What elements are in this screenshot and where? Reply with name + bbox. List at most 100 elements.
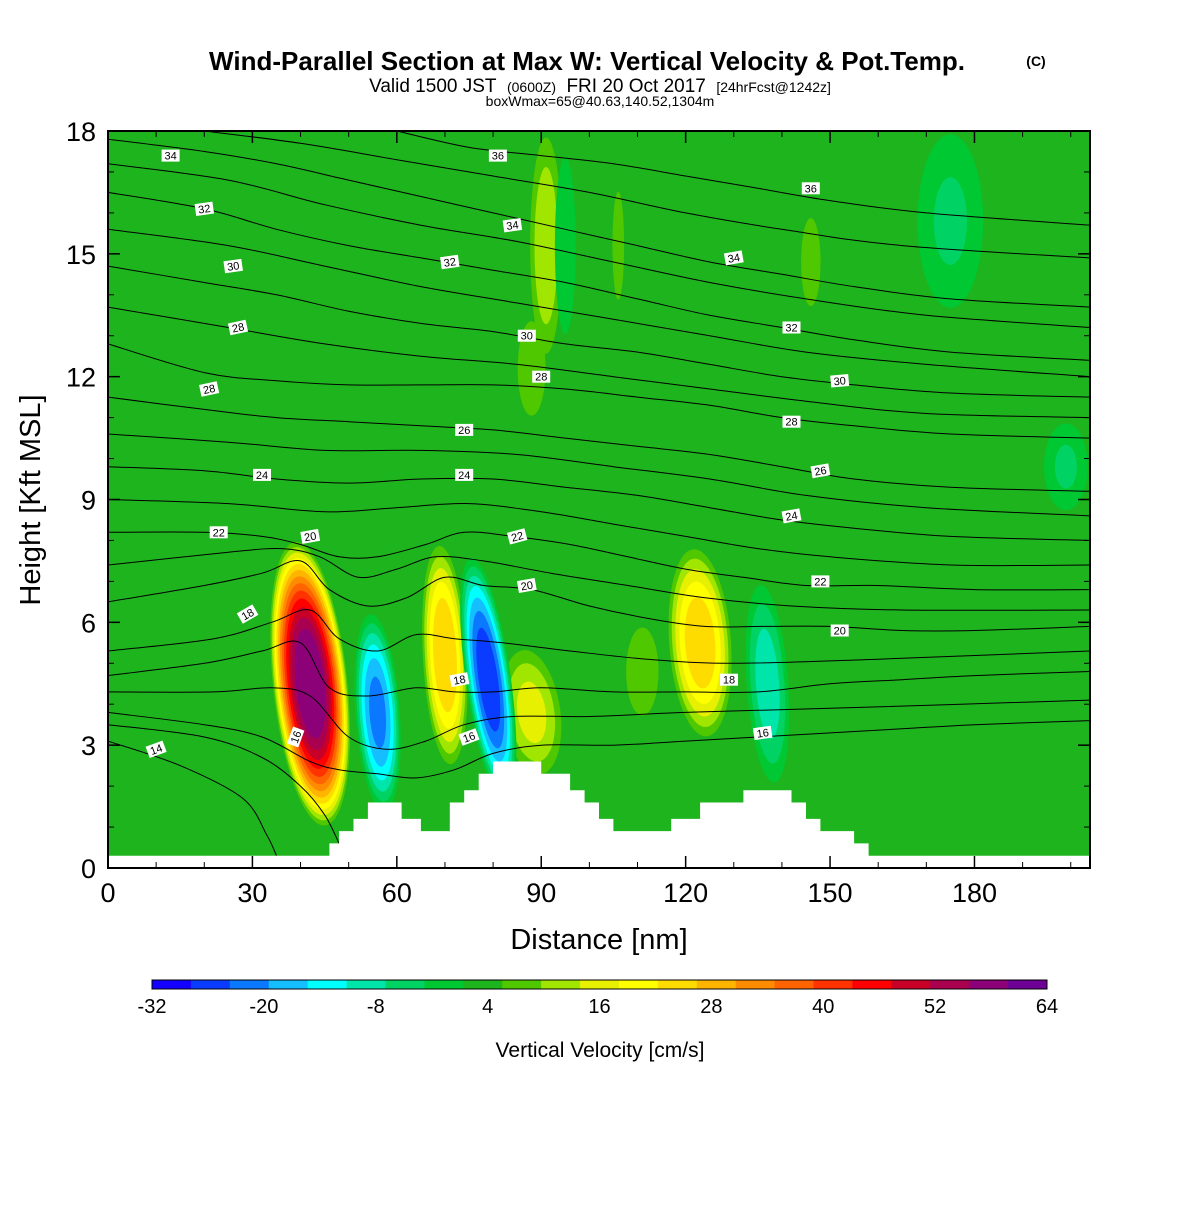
velocity-band: [516, 681, 547, 744]
contour-label-bg: [810, 463, 831, 479]
contour-label: 28: [227, 319, 249, 336]
contour-label-bg: [458, 728, 480, 746]
theta-contour-line: [108, 547, 1090, 611]
contour-label-text: 20: [834, 626, 846, 638]
colorbar-swatch: [969, 980, 1009, 989]
contour-label-bg: [830, 374, 850, 388]
velocity-band: [554, 157, 576, 335]
contour-label-bg: [811, 575, 830, 588]
contour-label-text: 22: [510, 530, 525, 545]
colorbar-swatch: [385, 980, 425, 989]
theta-contour-line: [204, 131, 1090, 259]
downdraft-cell: [460, 557, 517, 802]
theta-contour-line: [108, 499, 1090, 567]
contour-label: 28: [199, 381, 220, 397]
velocity-band: [684, 597, 716, 689]
theta-contour-28: [108, 343, 1090, 439]
contour-label-text: 22: [213, 527, 225, 539]
contour-label-bg: [455, 423, 474, 436]
contour-label-bg: [449, 672, 470, 688]
contour-label: 20: [516, 578, 537, 593]
contour-label-text: 30: [833, 375, 846, 388]
contour-label-text: 24: [785, 510, 799, 524]
x-tick-label: 180: [952, 878, 997, 908]
colorbar: -32 -20 -8 4 16 28 40 52 64: [138, 979, 1058, 1018]
contour-label-bg: [720, 673, 738, 686]
colorbar-title: Vertical Velocity [cm/s]: [496, 1039, 705, 1062]
colorbar-label: 52: [924, 996, 946, 1018]
y-axis-label: Height [Kft MSL]: [15, 394, 47, 605]
contour-label: 34: [502, 218, 523, 233]
colorbar-swatch: [152, 980, 192, 989]
theta-contour-line: [108, 306, 1090, 419]
velocity-band: [294, 629, 326, 739]
chart-title: Wind-Parallel Section at Max W: Vertical…: [209, 46, 965, 76]
colorbar-label: -32: [138, 996, 167, 1018]
colorbar-label: 28: [700, 996, 722, 1018]
contour-label-text: 16: [462, 730, 478, 745]
vertical-velocity-field: [108, 131, 1090, 868]
velocity-band: [1054, 444, 1077, 489]
contour-label-text: 30: [226, 260, 240, 274]
contour-label: 26: [455, 423, 474, 437]
contour-label-bg: [830, 624, 849, 637]
colorbar-label: -20: [249, 996, 278, 1018]
colorbar-swatch: [268, 980, 309, 989]
contour-label: 22: [811, 575, 830, 588]
colorbar-swatch: [463, 980, 503, 989]
velocity-band: [933, 177, 967, 265]
contour-label-text: 24: [256, 470, 268, 482]
theta-contour-line: [108, 609, 1090, 664]
colorbar-swatch: [580, 980, 620, 989]
contour-labels: 34 32 30 28 28 24 22 20 18 16 14 36 34 32 30 28 26 24 22 20…: [145, 149, 850, 759]
copyright-mark: (C): [1026, 53, 1045, 69]
colorbar-label: 40: [812, 996, 834, 1018]
contour-label-text: 28: [785, 417, 797, 429]
contour-label-text: 34: [164, 151, 176, 163]
valid-forecast: [24hrFcst@1242z]: [716, 79, 831, 95]
contour-label: 34: [161, 149, 180, 163]
terrain-mask: [108, 761, 1090, 868]
updraft-cell: [668, 549, 732, 737]
updraft-cell: [517, 321, 546, 416]
valid-utc: (0600Z): [507, 79, 556, 95]
theta-contour-line: [108, 163, 1090, 328]
colorbar-swatch: [852, 980, 892, 989]
contour-label: 24: [781, 508, 802, 524]
velocity-band: [626, 627, 659, 716]
contour-label-bg: [516, 578, 537, 593]
contour-label: 16: [458, 728, 480, 746]
theta-contour-26: [108, 396, 1090, 492]
theta-contour-line: [108, 433, 1090, 517]
downdraft-cell: [1044, 423, 1088, 511]
contour-label: 18: [236, 604, 259, 624]
contour-label-text: 18: [452, 674, 466, 688]
colorbar-swatch: [307, 980, 348, 989]
contour-label: 32: [782, 321, 801, 335]
contour-label-bg: [488, 149, 507, 162]
theta-contour-24: [108, 466, 1090, 541]
y-tick-label: 15: [66, 240, 96, 270]
velocity-band: [612, 191, 625, 300]
y-tick-label: 12: [66, 363, 96, 393]
x-tick-label: 120: [663, 878, 708, 908]
theta-contour-18: [108, 640, 1090, 697]
contour-label-bg: [253, 468, 271, 481]
contour-label-text: 32: [785, 323, 797, 335]
colorbar-swatch: [891, 980, 931, 989]
colorbar-swatch: [502, 980, 542, 989]
colorbar-frame: [151, 979, 1048, 990]
contour-label-bg: [236, 604, 259, 624]
contour-label-text: 28: [535, 372, 547, 384]
theta-contour-34: [108, 138, 1090, 308]
contour-label: 20: [830, 624, 849, 638]
contour-label: 36: [801, 182, 820, 195]
colorbar-swatch: [774, 980, 815, 989]
theta-contour-16: [108, 711, 1090, 779]
contour-label-bg: [223, 258, 243, 274]
contour-label: 18: [720, 673, 738, 687]
downdraft-cell: [917, 134, 984, 308]
